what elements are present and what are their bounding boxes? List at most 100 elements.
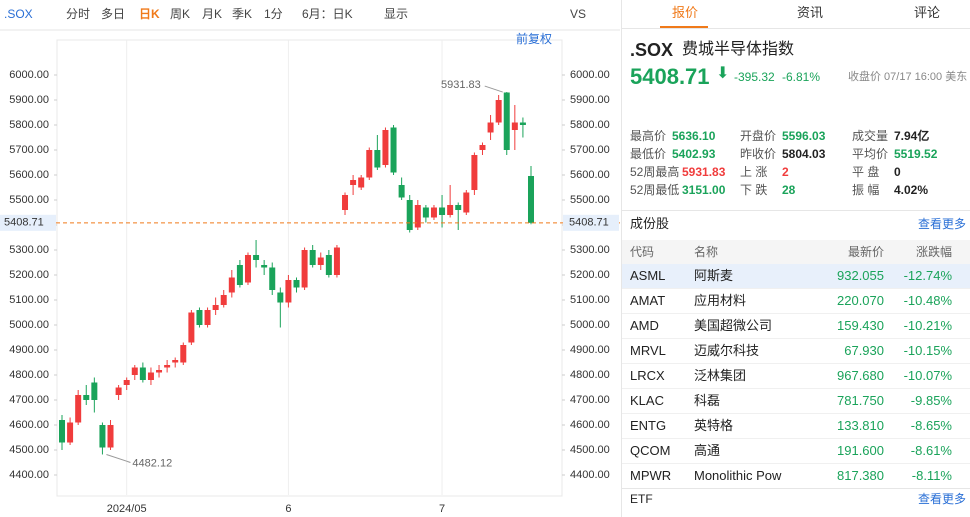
stat-value: 5804.03 [782, 147, 826, 161]
toolbar-item[interactable]: 分时 [66, 7, 90, 21]
candle-body [188, 312, 195, 343]
stock-price[interactable]: 133.810 [837, 418, 884, 433]
toolbar-item[interactable]: 日K [139, 7, 160, 21]
candle-body [293, 280, 300, 288]
stock-code[interactable]: ASML [630, 268, 666, 283]
toolbar-item[interactable]: .SOX [4, 7, 33, 21]
candle-body [333, 247, 340, 275]
stock-code[interactable]: QCOM [630, 443, 671, 458]
toolbar-item[interactable]: 显示 [384, 7, 408, 21]
candle-body [406, 200, 413, 230]
y-tick-label-right: 5600.00 [570, 169, 610, 181]
y-tick-label-right: 5700.00 [570, 144, 610, 156]
stock-code[interactable]: MPWR [630, 468, 672, 483]
stock-change[interactable]: -8.11% [911, 468, 952, 483]
stock-price[interactable]: 67.930 [844, 343, 884, 358]
stock-change[interactable]: -10.07% [903, 368, 952, 383]
candle-body [59, 420, 65, 443]
stat-value: 5519.52 [894, 147, 938, 161]
row-border [622, 363, 970, 364]
stat-value: 5596.03 [782, 129, 826, 143]
candle-body [244, 255, 251, 283]
column-header[interactable]: 代码 [630, 245, 655, 259]
toolbar-item[interactable]: 周K [170, 7, 190, 21]
toolbar-item[interactable]: 多日 [101, 7, 125, 21]
candle-body [390, 127, 397, 173]
stock-code[interactable]: MRVL [630, 343, 666, 358]
toolbar-item[interactable]: VS [570, 7, 586, 21]
more-link[interactable]: 查看更多 [918, 492, 967, 506]
candle-body [301, 250, 308, 288]
stock-change[interactable]: -10.48% [903, 293, 952, 308]
stock-name[interactable]: 科磊 [694, 393, 721, 408]
stock-code[interactable]: ENTG [630, 418, 667, 433]
candle-body [277, 292, 284, 303]
stock-code[interactable]: AMD [630, 318, 659, 333]
stock-change[interactable]: -10.15% [903, 343, 952, 358]
y-tick-label: 4700.00 [9, 394, 49, 406]
stat-label: 成交量 [852, 129, 889, 143]
tab-border [622, 28, 970, 29]
stock-name[interactable]: 泛林集团 [694, 368, 747, 383]
stock-change[interactable]: -9.85% [910, 393, 952, 408]
toolbar-item[interactable]: 6月：日K [302, 7, 353, 21]
candle-body [164, 365, 171, 368]
y-tick-label-right: 6000.00 [570, 69, 610, 81]
row-border [622, 288, 970, 289]
y-tick-label-right: 5300.00 [570, 244, 610, 256]
row-border [622, 413, 970, 414]
y-tick-label: 4600.00 [9, 419, 49, 431]
stock-price[interactable]: 932.055 [837, 268, 884, 283]
stock-change[interactable]: -8.61% [910, 443, 952, 458]
adjust-button[interactable]: 前复权 [516, 31, 552, 46]
stock-change[interactable]: -10.21% [903, 318, 952, 333]
candle-body [358, 177, 365, 188]
toolbar-item[interactable]: 月K [202, 7, 222, 21]
candle-body [487, 122, 494, 133]
stock-name[interactable]: 应用材料 [694, 293, 747, 308]
stock-price[interactable]: 191.600 [837, 443, 884, 458]
stock-code[interactable]: AMAT [630, 293, 666, 308]
min-pointer [106, 453, 131, 463]
stock-name[interactable]: 阿斯麦 [694, 268, 734, 283]
stock-price[interactable]: 817.380 [837, 468, 884, 483]
candle-body [471, 155, 478, 190]
change-pct: -6.81% [782, 70, 821, 84]
stock-code[interactable]: LRCX [630, 368, 665, 383]
stock-price[interactable]: 781.750 [837, 393, 884, 408]
stock-name[interactable]: 美国超微公司 [694, 318, 773, 333]
symbol: .SOX [630, 40, 674, 60]
stock-name[interactable]: 高通 [694, 443, 721, 458]
stat-value: 3151.00 [682, 183, 726, 197]
toolbar-item[interactable]: 1分 [264, 7, 283, 21]
column-header[interactable]: 名称 [694, 245, 719, 259]
tab[interactable]: 资讯 [797, 5, 824, 20]
column-header[interactable]: 最新价 [847, 245, 884, 259]
toolbar-item[interactable]: 季K [232, 7, 252, 21]
stock-name[interactable]: 英特格 [694, 418, 734, 433]
column-header[interactable]: 涨跌幅 [915, 245, 952, 259]
candle-body [261, 265, 268, 268]
stat-value: 5402.93 [672, 147, 716, 161]
stock-name[interactable]: Monolithic Pow [694, 468, 782, 483]
price: 5408.71 [630, 64, 710, 89]
stock-change[interactable]: -12.74% [903, 268, 952, 283]
stock-price[interactable]: 220.070 [837, 293, 884, 308]
stock-code[interactable]: KLAC [630, 393, 664, 408]
tab[interactable]: 评论 [914, 5, 941, 20]
candle-body [196, 310, 203, 325]
more-link[interactable]: 查看更多 [918, 217, 967, 231]
stock-change[interactable]: -8.65% [910, 418, 952, 433]
stat-label: 最高价 [630, 129, 667, 143]
stat-label: 平均价 [852, 147, 889, 161]
candle-body [374, 150, 381, 168]
row-border [622, 313, 970, 314]
candle-body [382, 130, 389, 165]
stock-price[interactable]: 967.680 [837, 368, 884, 383]
tab[interactable]: 报价 [672, 5, 699, 20]
stock-name[interactable]: 迈威尔科技 [694, 343, 760, 358]
stock-price[interactable]: 159.430 [837, 318, 884, 333]
y-tick-label: 5200.00 [9, 269, 49, 281]
section-title: 成份股 [630, 216, 670, 231]
last-price-box [0, 214, 56, 231]
